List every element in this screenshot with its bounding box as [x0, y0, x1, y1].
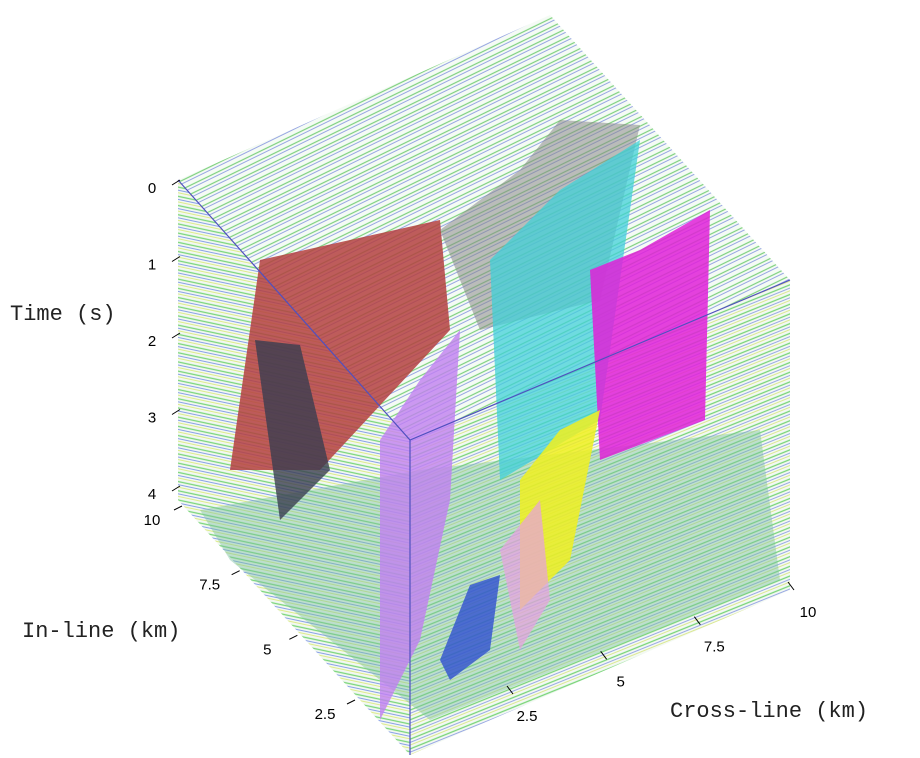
tick-mark — [232, 571, 240, 575]
tick-label: 2 — [148, 333, 156, 350]
tick-label: 7.5 — [199, 577, 220, 594]
tick-label: 7.5 — [704, 639, 725, 656]
time-axis-label: Time (s) — [10, 302, 116, 327]
tick-label: 5 — [616, 673, 624, 690]
inline-axis-label: In-line (km) — [22, 619, 180, 644]
crossline-axis-label: Cross-line (km) — [670, 699, 868, 724]
tick-label: 10 — [800, 604, 817, 621]
tick-label: 2.5 — [517, 708, 538, 725]
tick-label: 0 — [148, 180, 156, 197]
seismic-volume: Time (s) In-line (km) Cross-line (km) 0 1… — [0, 0, 920, 758]
tick-label: 2.5 — [315, 706, 336, 723]
tick-label: 3 — [148, 410, 156, 427]
tick-mark — [289, 635, 297, 639]
tick-label: 1 — [148, 257, 156, 274]
tick-label: 5 — [263, 641, 271, 658]
tick-label: 4 — [148, 486, 156, 503]
tick-label: 10 — [144, 512, 161, 529]
tick-mark — [347, 700, 355, 704]
tick-mark — [174, 506, 182, 510]
